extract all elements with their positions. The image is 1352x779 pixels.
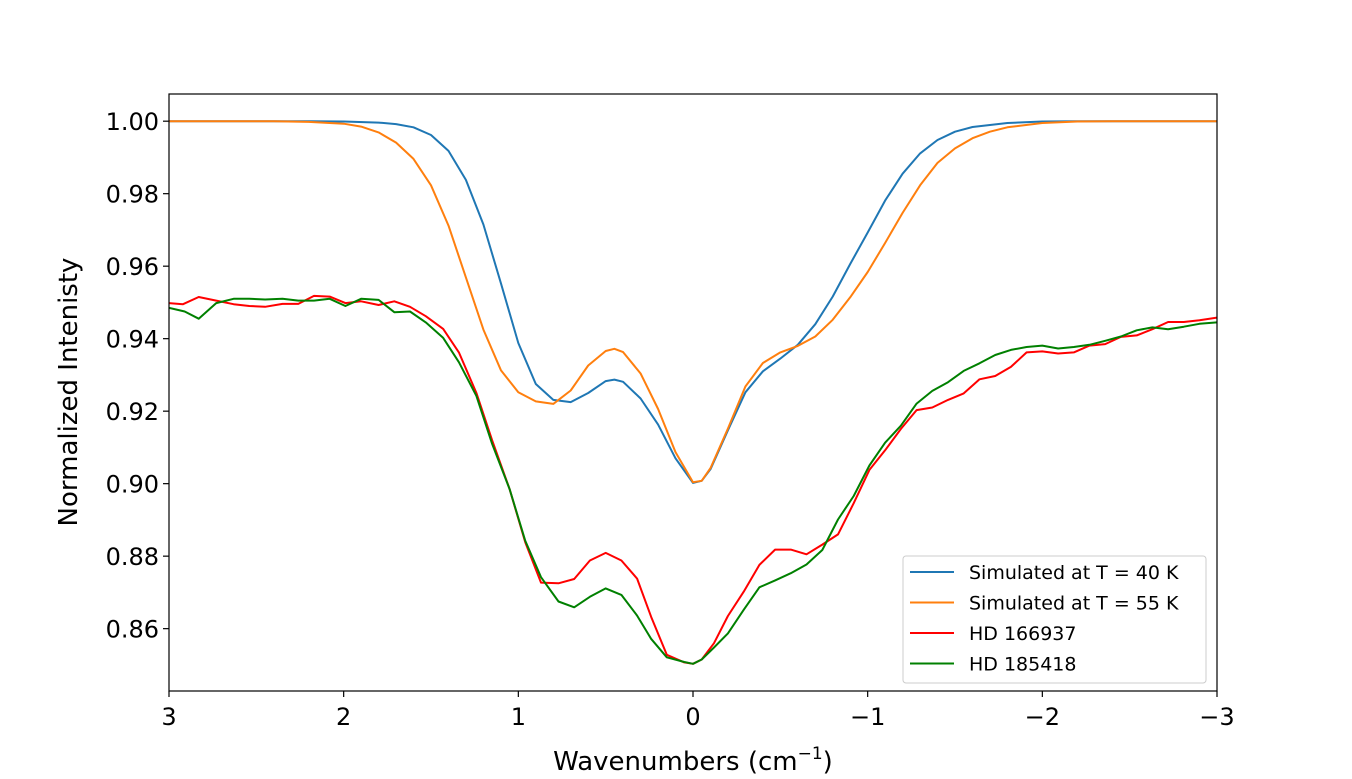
y-tick-label: 0.92	[106, 398, 159, 426]
y-tick-label: 0.94	[106, 326, 159, 354]
y-tick-label: 0.88	[106, 543, 159, 571]
y-axis: 0.86 0.88 0.90 0.92 0.94 0.96 0.98 1.00	[106, 108, 169, 644]
series-layer	[169, 120, 1217, 665]
legend: Simulated at T = 40 K Simulated at T = 55…	[902, 555, 1207, 684]
x-tick-label: −3	[1199, 703, 1234, 731]
legend-label-hd-166937: HD 166937	[969, 623, 1077, 645]
y-tick-label: 0.96	[106, 253, 159, 281]
x-tick-label: 3	[161, 703, 176, 731]
legend-label-simulated-at-t-40-k: Simulated at T = 40 K	[969, 562, 1179, 584]
legend-label-simulated-at-t-55-k: Simulated at T = 55 K	[969, 593, 1179, 615]
y-axis-title: Normalized Intenisty	[54, 258, 84, 527]
series-line-simulated-at-t-55-k	[169, 120, 1217, 484]
x-tick-label: 1	[511, 703, 526, 731]
y-tick-label: 0.86	[106, 616, 159, 644]
x-axis-title-superscript: −1	[798, 744, 823, 764]
y-tick-label: 1.00	[106, 108, 159, 136]
x-tick-label: −2	[1025, 703, 1060, 731]
x-tick-label: 0	[685, 703, 700, 731]
legend-box	[902, 555, 1207, 684]
series-line-simulated-at-t-40-k	[169, 120, 1217, 484]
legend-label-hd-185418: HD 185418	[969, 654, 1077, 676]
x-tick-label: 2	[336, 703, 351, 731]
y-tick-label: 0.98	[106, 181, 159, 209]
x-tick-label: −1	[850, 703, 885, 731]
series-line-hd-185418	[169, 297, 1217, 665]
y-tick-label: 0.90	[106, 471, 159, 499]
x-axis: 3 2 1 0 −1 −2 −3	[161, 691, 1235, 731]
x-axis-title: Wavenumbers (cm−1)	[553, 744, 833, 777]
